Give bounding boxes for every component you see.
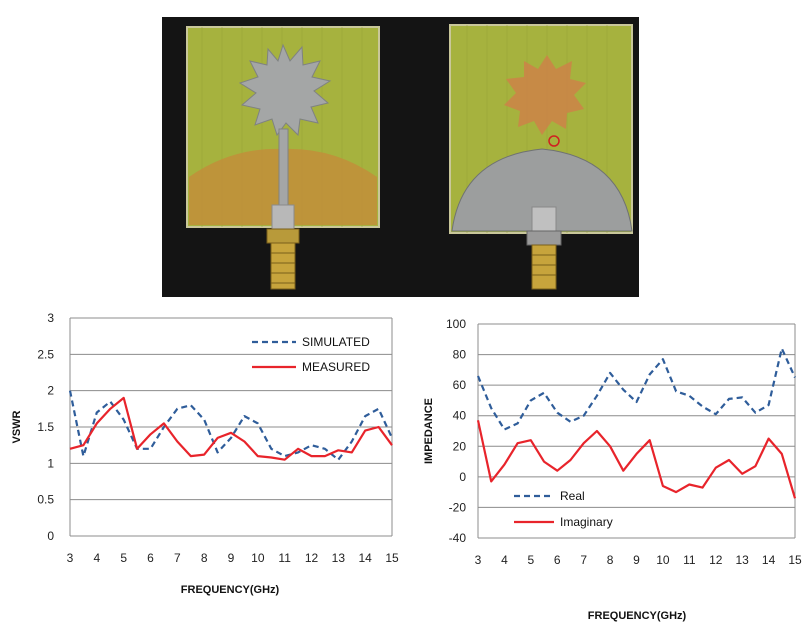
y-tick-label: 2 — [47, 384, 54, 398]
series-line-simulated — [68, 390, 393, 461]
vswr-chart: 0 0.5 1 1.5 2 2.5 3 3 4 5 6 7 8 9 10 11 12 13 14 15 FREQUENC… — [11, 311, 399, 596]
x-tick-label: 11 — [683, 553, 696, 567]
x-tick-label: 14 — [358, 551, 372, 565]
y-tick-label: 2.5 — [37, 347, 54, 361]
x-axis-label: FREQUENCY(GHz) — [588, 610, 687, 622]
x-tick-label: 10 — [656, 553, 670, 567]
y-tick-label: -20 — [449, 500, 467, 514]
x-tick-label: 8 — [607, 553, 614, 567]
x-tick-label: 4 — [501, 553, 508, 567]
x-tick-label: 12 — [709, 553, 723, 567]
x-tick-label: 7 — [580, 553, 587, 567]
x-tick-label: 3 — [475, 553, 482, 567]
x-tick-label: 15 — [788, 553, 802, 567]
antenna-photo — [162, 17, 639, 297]
y-tick-label: 20 — [453, 439, 467, 453]
y-axis-label: VSWR — [11, 410, 23, 443]
x-tick-label: 9 — [228, 551, 235, 565]
x-tick-label: 9 — [633, 553, 640, 567]
x-tick-label: 4 — [93, 551, 100, 565]
y-tick-label: 1.5 — [37, 420, 54, 434]
charts-area: 0 0.5 1 1.5 2 2.5 3 3 4 5 6 7 8 9 10 11 12 13 14 15 FREQUENC… — [11, 311, 802, 622]
x-tick-label: 13 — [332, 551, 346, 565]
series-line-real — [476, 347, 797, 431]
legend-label: SIMULATED — [302, 335, 370, 349]
x-tick-label: 12 — [305, 551, 319, 565]
x-tick-label: 5 — [527, 553, 534, 567]
x-tick-label: 14 — [762, 553, 776, 567]
y-tick-label: 60 — [453, 378, 467, 392]
legend-label: MEASURED — [302, 360, 370, 374]
legend-label: Real — [560, 489, 585, 503]
series-line-measured — [69, 396, 393, 461]
x-tick-label: 8 — [201, 551, 208, 565]
x-tick-label: 6 — [554, 553, 561, 567]
y-tick-label: 3 — [47, 311, 54, 325]
x-tick-label: 3 — [67, 551, 74, 565]
x-tick-label: 13 — [735, 553, 749, 567]
y-tick-label: -40 — [449, 531, 467, 545]
y-tick-label: 100 — [446, 317, 466, 331]
y-tick-label: 0.5 — [37, 493, 54, 507]
series-line-imaginary — [476, 420, 797, 499]
y-tick-label: 1 — [47, 456, 54, 470]
x-axis-label: FREQUENCY(GHz) — [181, 584, 280, 596]
y-tick-label: 40 — [453, 409, 467, 423]
x-tick-label: 6 — [147, 551, 154, 565]
y-tick-label: 80 — [453, 348, 467, 362]
x-tick-label: 10 — [251, 551, 265, 565]
x-tick-label: 5 — [120, 551, 127, 565]
x-tick-label: 11 — [278, 551, 291, 565]
impedance-chart: -40 -20 0 20 40 60 80 100 3 4 5 6 7 8 9 10 11 12 13 14 15 FRE… — [423, 317, 802, 622]
antenna-back-icon — [449, 24, 633, 290]
y-tick-label: 0 — [47, 529, 54, 543]
antenna-front-icon — [186, 26, 380, 290]
y-axis-label: IMPEDANCE — [423, 398, 435, 464]
x-tick-label: 15 — [385, 551, 399, 565]
x-tick-label: 7 — [174, 551, 181, 565]
y-tick-label: 0 — [459, 470, 466, 484]
legend-label: Imaginary — [560, 515, 613, 529]
